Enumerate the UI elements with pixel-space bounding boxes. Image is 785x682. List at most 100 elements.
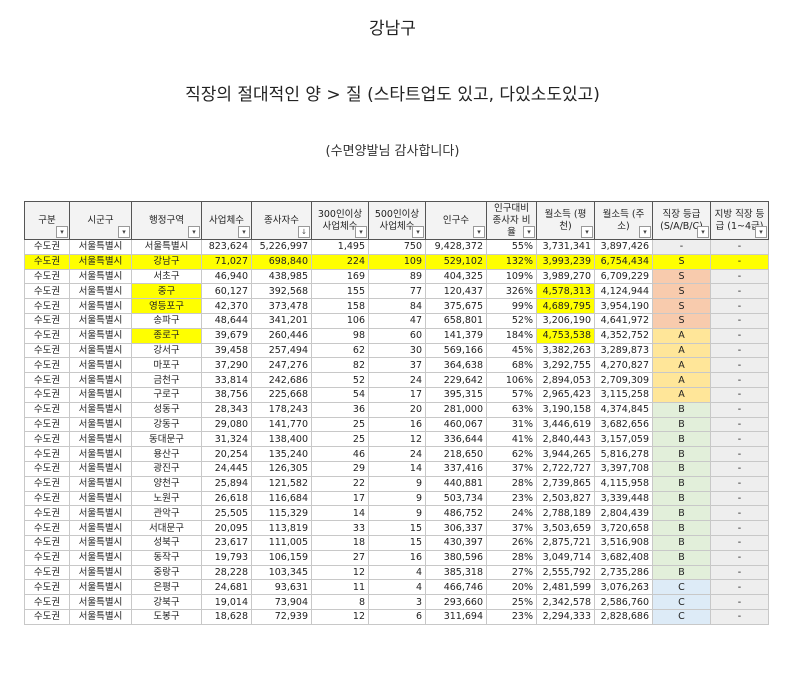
table-cell[interactable]: 28,343: [201, 401, 252, 418]
table-cell[interactable]: -: [710, 579, 769, 596]
sort-descending-icon[interactable]: ↓: [298, 226, 310, 238]
table-cell[interactable]: 수도권: [24, 579, 70, 596]
table-cell[interactable]: 242,686: [251, 372, 312, 388]
table-cell[interactable]: 155: [311, 283, 369, 300]
table-cell[interactable]: 224: [311, 253, 369, 270]
table-cell[interactable]: -: [710, 520, 769, 536]
table-cell[interactable]: 수도권: [24, 372, 70, 388]
table-cell[interactable]: 46: [311, 446, 369, 462]
table-cell[interactable]: 52: [311, 372, 369, 388]
table-cell[interactable]: -: [710, 312, 769, 329]
col-header[interactable]: 사업체수 ▾: [201, 201, 252, 240]
table-cell[interactable]: 47: [368, 312, 426, 329]
table-cell[interactable]: 서울특별시: [69, 460, 132, 477]
table-cell[interactable]: 서울특별시: [69, 357, 132, 374]
table-cell[interactable]: 서울특별시: [69, 312, 132, 329]
table-cell[interactable]: 63%: [486, 401, 537, 418]
table-cell[interactable]: 132%: [486, 253, 537, 270]
table-cell[interactable]: 서울특별시: [69, 549, 132, 566]
table-cell[interactable]: 3,076,263: [594, 579, 653, 596]
table-cell[interactable]: C: [652, 608, 711, 625]
table-cell[interactable]: 106,159: [251, 549, 312, 566]
filter-dropdown-icon[interactable]: ▾: [639, 226, 651, 238]
table-cell[interactable]: 강남구: [131, 253, 202, 270]
table-cell[interactable]: 5,226,997: [251, 239, 312, 255]
table-cell[interactable]: S: [652, 298, 711, 314]
table-cell[interactable]: 3,049,714: [536, 549, 595, 566]
table-cell[interactable]: 수도권: [24, 253, 70, 270]
table-cell[interactable]: B: [652, 520, 711, 536]
table-cell[interactable]: 광진구: [131, 460, 202, 477]
table-cell[interactable]: A: [652, 372, 711, 388]
table-cell[interactable]: 수도권: [24, 490, 70, 507]
table-cell[interactable]: 2,481,599: [536, 579, 595, 596]
table-cell[interactable]: A: [652, 386, 711, 403]
table-cell[interactable]: 수도권: [24, 416, 70, 433]
table-cell[interactable]: 수도권: [24, 386, 70, 403]
table-cell[interactable]: 수도권: [24, 239, 70, 255]
table-cell[interactable]: 54: [311, 386, 369, 403]
table-cell[interactable]: 3,954,190: [594, 298, 653, 314]
table-cell[interactable]: 서울특별시: [69, 520, 132, 536]
table-cell[interactable]: 27%: [486, 564, 537, 581]
table-cell[interactable]: 257,494: [251, 342, 312, 359]
filter-sort-icon[interactable]: ▾: [56, 226, 68, 238]
table-cell[interactable]: 4,578,313: [536, 283, 595, 300]
table-cell[interactable]: 수도권: [24, 446, 70, 462]
table-cell[interactable]: 23%: [486, 608, 537, 625]
table-cell[interactable]: S: [652, 312, 711, 329]
table-cell[interactable]: 수도권: [24, 431, 70, 448]
table-cell[interactable]: 서울특별시: [69, 298, 132, 314]
table-cell[interactable]: 서울특별시: [131, 239, 202, 255]
table-cell[interactable]: 3,397,708: [594, 460, 653, 477]
table-cell[interactable]: 28%: [486, 475, 537, 492]
table-cell[interactable]: 서울특별시: [69, 490, 132, 507]
table-cell[interactable]: 3,157,059: [594, 431, 653, 448]
table-cell[interactable]: 4,641,972: [594, 312, 653, 329]
table-cell[interactable]: 17: [311, 490, 369, 507]
table-cell[interactable]: 24,681: [201, 579, 252, 596]
table-cell[interactable]: B: [652, 534, 711, 551]
table-cell[interactable]: 218,650: [425, 446, 487, 462]
table-cell[interactable]: 수도권: [24, 268, 70, 285]
table-cell[interactable]: 135,240: [251, 446, 312, 462]
table-cell[interactable]: 3,115,258: [594, 386, 653, 403]
filter-dropdown-icon[interactable]: ▾: [473, 226, 485, 238]
table-cell[interactable]: 106%: [486, 372, 537, 388]
table-cell[interactable]: 39,458: [201, 342, 252, 359]
table-cell[interactable]: 24,445: [201, 460, 252, 477]
table-cell[interactable]: 3,944,265: [536, 446, 595, 462]
table-cell[interactable]: 116,684: [251, 490, 312, 507]
table-cell[interactable]: 25: [311, 431, 369, 448]
table-cell[interactable]: 31%: [486, 416, 537, 433]
filter-dropdown-icon[interactable]: ▾: [355, 226, 367, 238]
table-cell[interactable]: 184%: [486, 327, 537, 344]
table-cell[interactable]: 수도권: [24, 549, 70, 566]
table-cell[interactable]: 2,875,721: [536, 534, 595, 551]
table-cell[interactable]: -: [710, 372, 769, 388]
table-cell[interactable]: -: [710, 357, 769, 374]
table-cell[interactable]: 82: [311, 357, 369, 374]
table-cell[interactable]: 30: [368, 342, 426, 359]
col-header[interactable]: 행정구역 ▾: [131, 201, 202, 240]
table-cell[interactable]: 438,985: [251, 268, 312, 285]
table-cell[interactable]: 103,345: [251, 564, 312, 581]
table-cell[interactable]: 15: [368, 520, 426, 536]
col-header[interactable]: 300인이상 사업체수 ▾: [311, 201, 369, 240]
table-cell[interactable]: 55%: [486, 239, 537, 255]
table-cell[interactable]: B: [652, 460, 711, 477]
table-cell[interactable]: 37%: [486, 460, 537, 477]
table-cell[interactable]: -: [710, 239, 769, 255]
table-cell[interactable]: 98: [311, 327, 369, 344]
table-cell[interactable]: 42,370: [201, 298, 252, 314]
table-cell[interactable]: 38,756: [201, 386, 252, 403]
table-cell[interactable]: 송파구: [131, 312, 202, 329]
table-cell[interactable]: 23,617: [201, 534, 252, 551]
col-header[interactable]: 지방 직장 등급 (1~4급) ▾: [710, 201, 769, 240]
table-cell[interactable]: S: [652, 253, 711, 270]
table-cell[interactable]: 52%: [486, 312, 537, 329]
table-cell[interactable]: 41%: [486, 431, 537, 448]
table-cell[interactable]: 3,993,239: [536, 253, 595, 270]
table-cell[interactable]: -: [710, 460, 769, 477]
table-cell[interactable]: 73,904: [251, 594, 312, 610]
